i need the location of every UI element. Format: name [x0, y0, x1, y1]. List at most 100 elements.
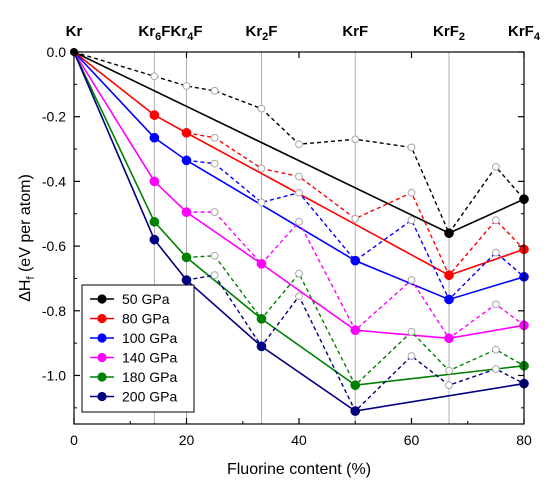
y-axis-label-rest: (eV per atom) [17, 174, 34, 276]
metastable-point [407, 188, 416, 197]
x-tick-label: 20 [179, 432, 195, 448]
stable-point [149, 216, 160, 227]
stable-point [444, 294, 454, 305]
convex-hull-line [73, 51, 525, 387]
composition-labels: Kr Kr6F Kr4F Kr2F KrF KrF2 KrF4 [66, 23, 541, 43]
metastable-point [295, 172, 303, 181]
x-tick-label: 0 [70, 432, 78, 448]
legend-label: 180 GPa [122, 369, 177, 385]
stable-point [350, 325, 361, 336]
stable-point [444, 333, 454, 344]
metastable-point [210, 251, 219, 260]
metastable-point [491, 365, 500, 373]
metastable-point [407, 327, 416, 336]
x-tick-label: 40 [291, 432, 307, 448]
metastable-point [295, 292, 303, 301]
legend-marker [97, 294, 107, 304]
composition-label-1: Kr6F [138, 23, 170, 43]
legend-box [81, 284, 195, 413]
convex-hull-line [73, 51, 525, 301]
stable-point [181, 207, 192, 217]
legend-marker [97, 391, 107, 402]
y-axis-label-main: ΔH [17, 280, 34, 302]
metastable-point [295, 188, 303, 197]
composition-label-5: KrF2 [433, 23, 465, 43]
metastable-point [445, 381, 453, 390]
stable-point [444, 228, 454, 238]
stable-point [181, 128, 192, 138]
metastable-point [210, 133, 219, 142]
x-axis-label: Fluorine content (%) [227, 461, 371, 478]
metastable-point [210, 271, 219, 280]
stable-point [256, 314, 267, 324]
metastable-point [351, 214, 360, 223]
y-tick-label: -0.4 [42, 173, 66, 189]
metastable-point [210, 86, 219, 95]
convex-hull-line [73, 51, 525, 412]
series-5 [73, 51, 529, 416]
legend-marker [97, 313, 107, 324]
series-3 [73, 51, 529, 344]
metastable-point [257, 198, 266, 207]
metastable-point [407, 276, 416, 284]
stable-point [149, 234, 160, 245]
composition-label-4: KrF [342, 23, 368, 40]
y-axis-label: ΔHf (eV per atom) [17, 174, 37, 302]
composition-label-2: Kr4F [171, 23, 203, 43]
y-tick-label: -1.0 [42, 367, 66, 383]
stable-point [181, 275, 192, 285]
metastable-point [257, 164, 266, 173]
axis-ticks: 0 20 40 60 80 0.0 -0.2 -0.4 -0.6 -0.8 -1.0 [42, 44, 532, 448]
stable-point [444, 270, 454, 281]
metastable-point [295, 217, 303, 226]
metastable-point [351, 135, 360, 144]
stable-point [149, 132, 160, 143]
legend-marker [97, 333, 107, 343]
series-2 [73, 51, 529, 305]
metastable-point [491, 300, 500, 309]
series-0 [73, 51, 529, 238]
x-tick-label: 60 [404, 432, 420, 448]
metastable-point [445, 366, 453, 375]
metastable-point [407, 143, 416, 152]
composition-grid-lines [153, 52, 450, 424]
stable-point [350, 406, 361, 416]
stable-point [149, 110, 160, 120]
y-tick-label: -0.8 [42, 303, 66, 319]
legend-label: 80 GPa [122, 311, 170, 327]
stable-point [149, 176, 160, 187]
metastable-point [182, 82, 191, 90]
legend-label: 100 GPa [122, 330, 177, 346]
stable-point [350, 255, 361, 266]
legend-label: 200 GPa [122, 389, 177, 405]
stable-point [350, 380, 361, 391]
legend-label: 50 GPa [122, 291, 170, 307]
metastable-point [295, 269, 303, 278]
stable-point [256, 341, 267, 352]
composition-label-0: Kr [66, 23, 83, 40]
series-4 [73, 51, 529, 391]
metastable-point [491, 162, 500, 171]
legend-marker [97, 352, 107, 363]
legend-label: 140 GPa [122, 350, 177, 366]
y-tick-label: 0.0 [47, 44, 67, 60]
legend: 50 GPa 80 GPa 100 GPa 140 GPa 180 GPa 200 GPa [81, 284, 195, 413]
metastable-point [491, 248, 500, 257]
series-1 [73, 51, 529, 281]
y-axis-label-subscript: f [25, 276, 37, 280]
metastable-point [210, 159, 219, 168]
stable-point [181, 155, 192, 166]
metastable-point [407, 216, 416, 225]
metastable-point [491, 216, 500, 225]
y-tick-label: -0.2 [42, 109, 66, 125]
x-tick-label: 80 [516, 432, 532, 448]
stable-point [181, 252, 192, 263]
metastable-point [407, 352, 416, 360]
y-tick-label: -0.6 [42, 238, 66, 254]
metastable-point [295, 140, 303, 149]
composition-label-3: Kr2F [245, 23, 277, 43]
metastable-point [257, 104, 266, 113]
legend-marker [97, 372, 107, 382]
series-layer [70, 48, 529, 416]
